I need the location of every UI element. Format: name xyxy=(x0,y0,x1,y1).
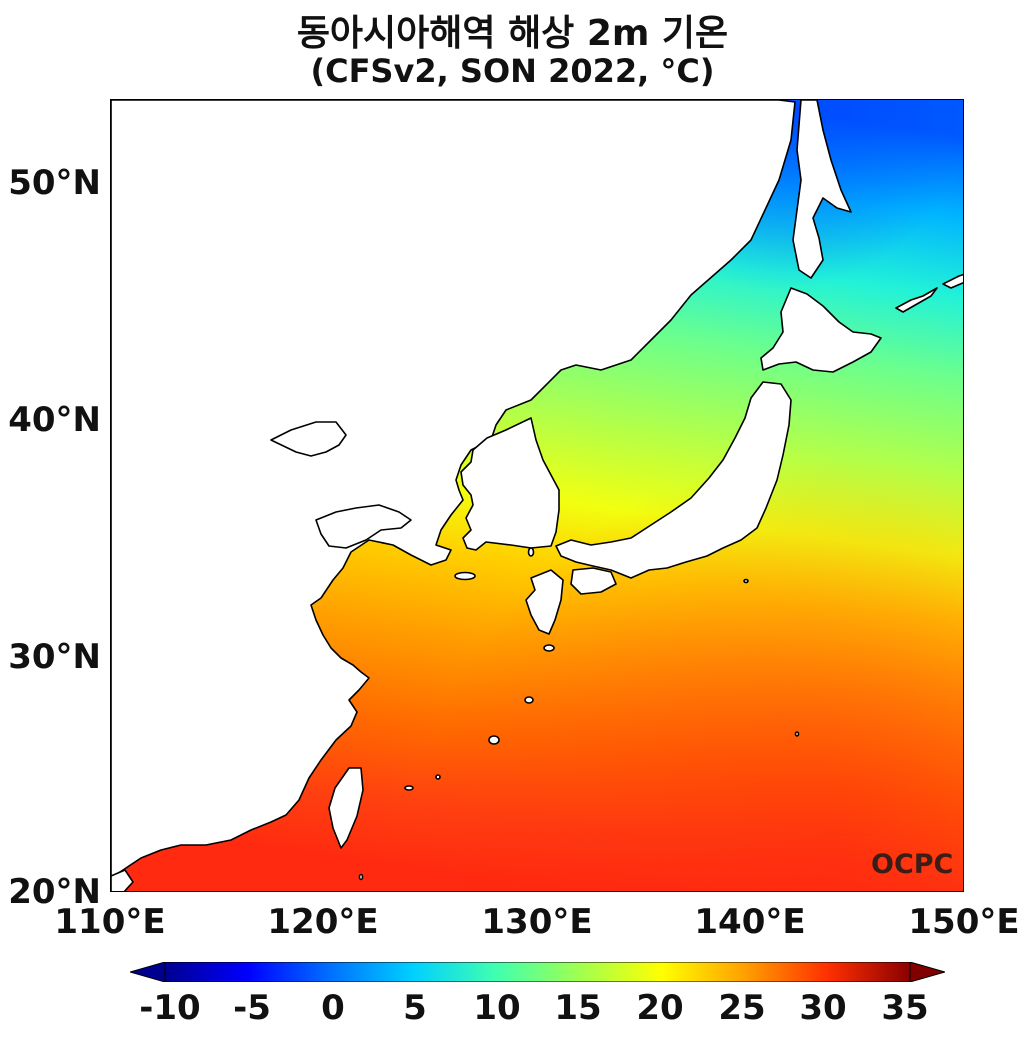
jeju-island xyxy=(454,571,476,581)
lon-label-130e: 130°E xyxy=(481,902,593,942)
lon-label-150e: 150°E xyxy=(908,902,1020,942)
colorbar-tick-15: 15 xyxy=(554,988,602,1028)
mainland-asia xyxy=(111,100,796,879)
colorbar-min-extension xyxy=(130,962,166,982)
hachijo-island xyxy=(743,578,749,584)
miyako-island xyxy=(404,785,414,791)
taiwan-island xyxy=(328,767,364,849)
colorbar-tick-25: 25 xyxy=(718,988,766,1028)
colorbar-gradient xyxy=(164,962,911,982)
map-title: 동아시아해역 해상 2m 기온 xyxy=(296,13,729,54)
hokkaido-island xyxy=(760,287,882,373)
sakhalin-island xyxy=(792,100,852,279)
tanegashima-island xyxy=(543,644,555,652)
okinawa-island xyxy=(488,735,500,745)
lat-label-20n: 20°N xyxy=(8,872,101,912)
lon-label-120e: 120°E xyxy=(267,902,379,942)
ocpc-watermark: OCPC xyxy=(871,849,953,880)
map-svg: OCPC xyxy=(111,100,963,891)
lat-label-40n: 40°N xyxy=(8,400,101,440)
colorbar-tick-5: 5 xyxy=(403,988,427,1028)
colorbar-tick-35: 35 xyxy=(881,988,929,1028)
bonin-island xyxy=(794,731,800,737)
colorbar-tick-20: 20 xyxy=(636,988,684,1028)
map-subtitle: (CFSv2, SON 2022, °C) xyxy=(310,52,715,90)
amami-island xyxy=(524,696,534,704)
colorbar-tick-neg10: -10 xyxy=(139,988,201,1028)
colorbar-tick-10: 10 xyxy=(473,988,521,1028)
shikoku-island xyxy=(570,567,617,595)
ishigaki-island xyxy=(435,774,441,780)
colorbar xyxy=(130,962,945,982)
lat-label-50n: 50°N xyxy=(8,163,101,203)
kuril-islands xyxy=(895,273,963,313)
colorbar-tick-neg5: -5 xyxy=(233,988,271,1028)
map-panel: OCPC xyxy=(110,99,964,892)
lat-label-30n: 30°N xyxy=(8,637,101,677)
luzon-strait-island xyxy=(358,873,364,881)
colorbar-max-extension xyxy=(909,962,945,982)
honshu-island xyxy=(555,381,792,579)
korean-peninsula xyxy=(460,417,560,551)
tsushima-island xyxy=(527,547,535,557)
colorbar-tick-30: 30 xyxy=(799,988,847,1028)
liaodong-peninsula xyxy=(270,421,347,457)
colorbar-tick-0: 0 xyxy=(321,988,345,1028)
lon-label-110e: 110°E xyxy=(54,902,166,942)
lon-label-140e: 140°E xyxy=(694,902,806,942)
kyushu-island xyxy=(525,569,564,635)
hainan-fragment xyxy=(111,869,134,891)
shandong-peninsula xyxy=(315,504,412,549)
